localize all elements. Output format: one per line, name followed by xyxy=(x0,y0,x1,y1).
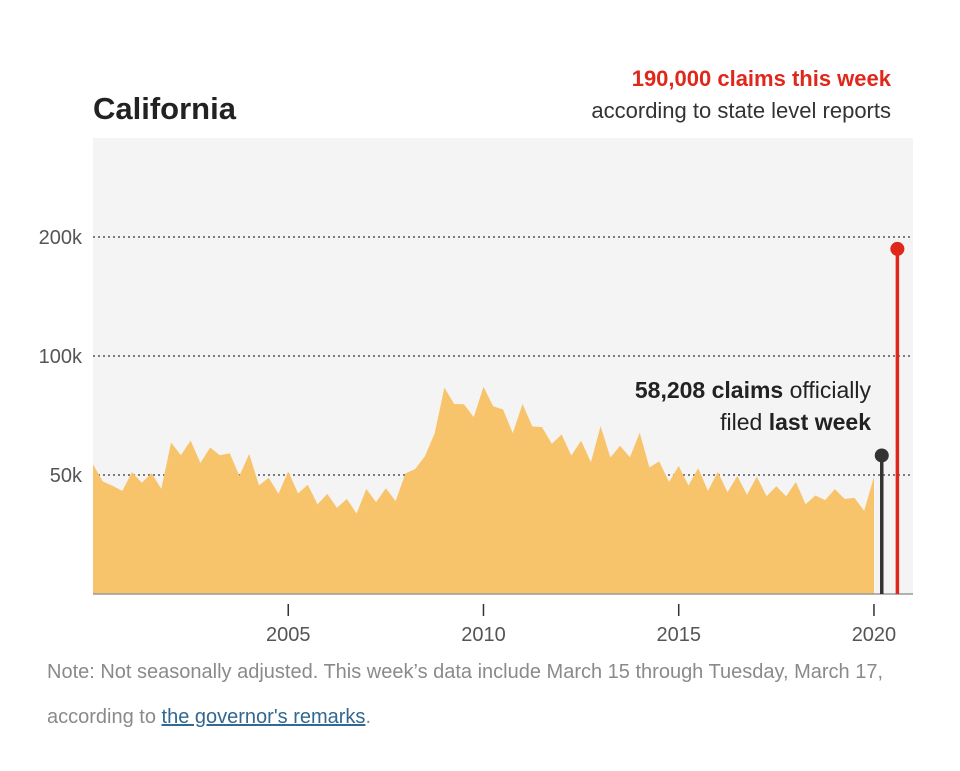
chart-note: Note: Not seasonally adjusted. This week… xyxy=(47,650,927,740)
highlight-markers xyxy=(874,241,905,594)
last-week-line-1: 58,208 claims officially xyxy=(635,377,872,403)
this-week-dot xyxy=(890,241,905,256)
x-tick-label-2010: 2010 xyxy=(461,624,506,646)
x-tick-label-2020: 2020 xyxy=(852,624,897,646)
last-week-officially: officially xyxy=(790,377,872,403)
last-week-bold: last week xyxy=(769,409,871,435)
note-end: . xyxy=(365,706,371,728)
y-tick-label-50k: 50k xyxy=(50,465,83,487)
y-axis-labels: 50k 100k 200k xyxy=(39,227,83,487)
last-week-value: 58,208 claims xyxy=(635,377,783,403)
last-week-line-2: filed last week xyxy=(720,409,871,435)
last-week-dot xyxy=(874,448,889,463)
governor-remarks-link[interactable]: the governor's remarks xyxy=(161,706,366,728)
x-axis-ticks: 2005 2010 2015 2020 xyxy=(266,604,896,646)
x-tick-label-2015: 2015 xyxy=(656,624,701,646)
claims-area-series xyxy=(93,386,874,594)
this-week-value-label: 190,000 claims this week xyxy=(632,66,892,91)
last-week-filed: filed xyxy=(720,409,762,435)
note-text: Note: Not seasonally adjusted. This week… xyxy=(47,661,884,728)
y-tick-label-200k: 200k xyxy=(39,227,83,249)
y-tick-label-100k: 100k xyxy=(39,346,83,368)
x-tick-label-2005: 2005 xyxy=(266,624,311,646)
chart-title: California xyxy=(93,91,237,126)
this-week-source-label: according to state level reports xyxy=(591,98,891,123)
